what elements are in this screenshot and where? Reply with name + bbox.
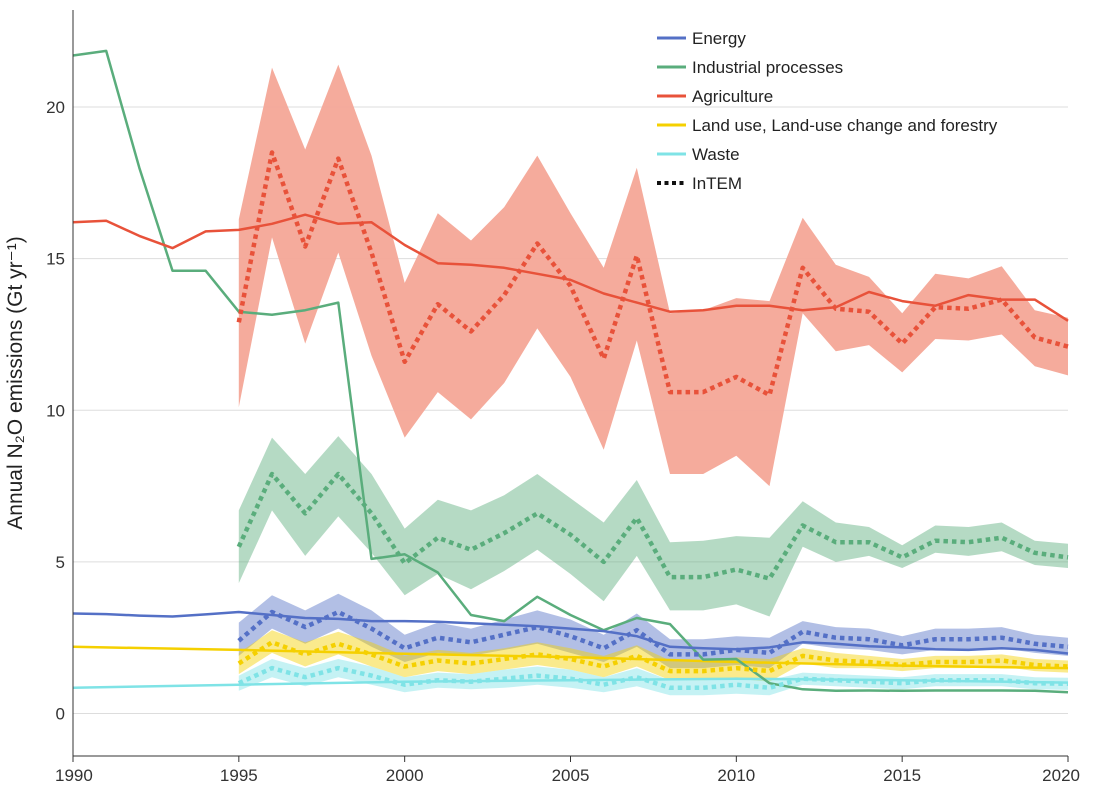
band-agriculture — [238, 64, 1069, 487]
x-tick-label: 1995 — [220, 766, 258, 785]
legend-label-waste: Waste — [692, 145, 740, 164]
intem-line-waste — [237, 665, 1069, 691]
x-tick-label: 2005 — [552, 766, 590, 785]
series-lines — [72, 49, 1069, 694]
y-tick-label: 20 — [46, 98, 65, 117]
y-tick-label: 0 — [56, 705, 65, 724]
intem-line-agriculture — [236, 150, 1069, 398]
band-land-use-land-use-change-and-forestry — [238, 630, 1069, 682]
tick-labels: 0 5 10 15 20 1990 1995 2000 2005 2010 2015 2020 — [46, 98, 1080, 785]
line-agriculture — [72, 213, 1069, 322]
x-tick-label: 2020 — [1042, 766, 1080, 785]
legend: Energy Industrial processes Agriculture Lan… — [657, 29, 998, 193]
band-industrial-processes — [238, 436, 1069, 617]
legend-label-land-use-land-use-change-and-forestry: Land use, Land-use change and forestry — [692, 116, 998, 135]
intem-line-industrial-processes — [236, 471, 1069, 581]
y-axis-title: Annual N₂O emissions (Gt yr⁻¹) — [4, 236, 27, 529]
uncertainty-bands — [238, 64, 1069, 696]
legend-label-industrial-processes: Industrial processes — [692, 58, 843, 77]
y-tick-label: 5 — [56, 553, 65, 572]
y-tick-label: 15 — [46, 250, 65, 269]
x-tick-label: 2000 — [386, 766, 424, 785]
y-tick-label: 10 — [46, 401, 65, 420]
x-tick-label: 2010 — [717, 766, 755, 785]
x-tick-label: 1990 — [55, 766, 93, 785]
legend-label-energy: Energy — [692, 29, 746, 48]
band-energy — [238, 593, 1069, 669]
axes — [72, 10, 1069, 762]
legend-label-agriculture: Agriculture — [692, 87, 773, 106]
band-waste — [238, 659, 1069, 696]
x-tick-label: 2015 — [883, 766, 921, 785]
legend-label-intem: InTEM — [692, 174, 742, 193]
intem-line-land-use-land-use-change-and-forestry — [237, 640, 1069, 674]
